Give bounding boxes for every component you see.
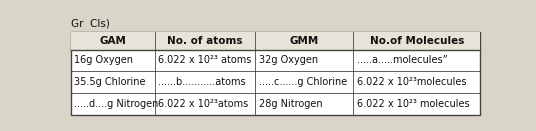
Text: GAM: GAM [100,36,126,46]
Text: .....c......g Chlorine: .....c......g Chlorine [258,77,347,87]
Bar [71,32,480,115]
Text: 32g Oxygen: 32g Oxygen [258,55,318,66]
Text: 28g Nitrogen: 28g Nitrogen [258,99,322,109]
Text: ......b...........atoms: ......b...........atoms [158,77,246,87]
Text: 16g Oxygen: 16g Oxygen [75,55,133,66]
Text: 35.5g Chlorine: 35.5g Chlorine [75,77,146,87]
Text: No. of atoms: No. of atoms [167,36,243,46]
Text: .....a.....molecules”: .....a.....molecules” [357,55,448,66]
Bar [71,32,480,50]
Text: 6.022 x 10²³ atoms: 6.022 x 10²³ atoms [158,55,252,66]
Text: No.of Molecules: No.of Molecules [370,36,464,46]
Text: .....d....g Nitrogen: .....d....g Nitrogen [75,99,159,109]
Text: GMM: GMM [290,36,319,46]
Text: Gr  Cls): Gr Cls) [71,19,110,29]
Text: 6.022 x 10²³ molecules: 6.022 x 10²³ molecules [357,99,470,109]
Text: 6.022 x 10²³molecules: 6.022 x 10²³molecules [357,77,466,87]
Text: 6.022 x 10²³atoms: 6.022 x 10²³atoms [158,99,249,109]
